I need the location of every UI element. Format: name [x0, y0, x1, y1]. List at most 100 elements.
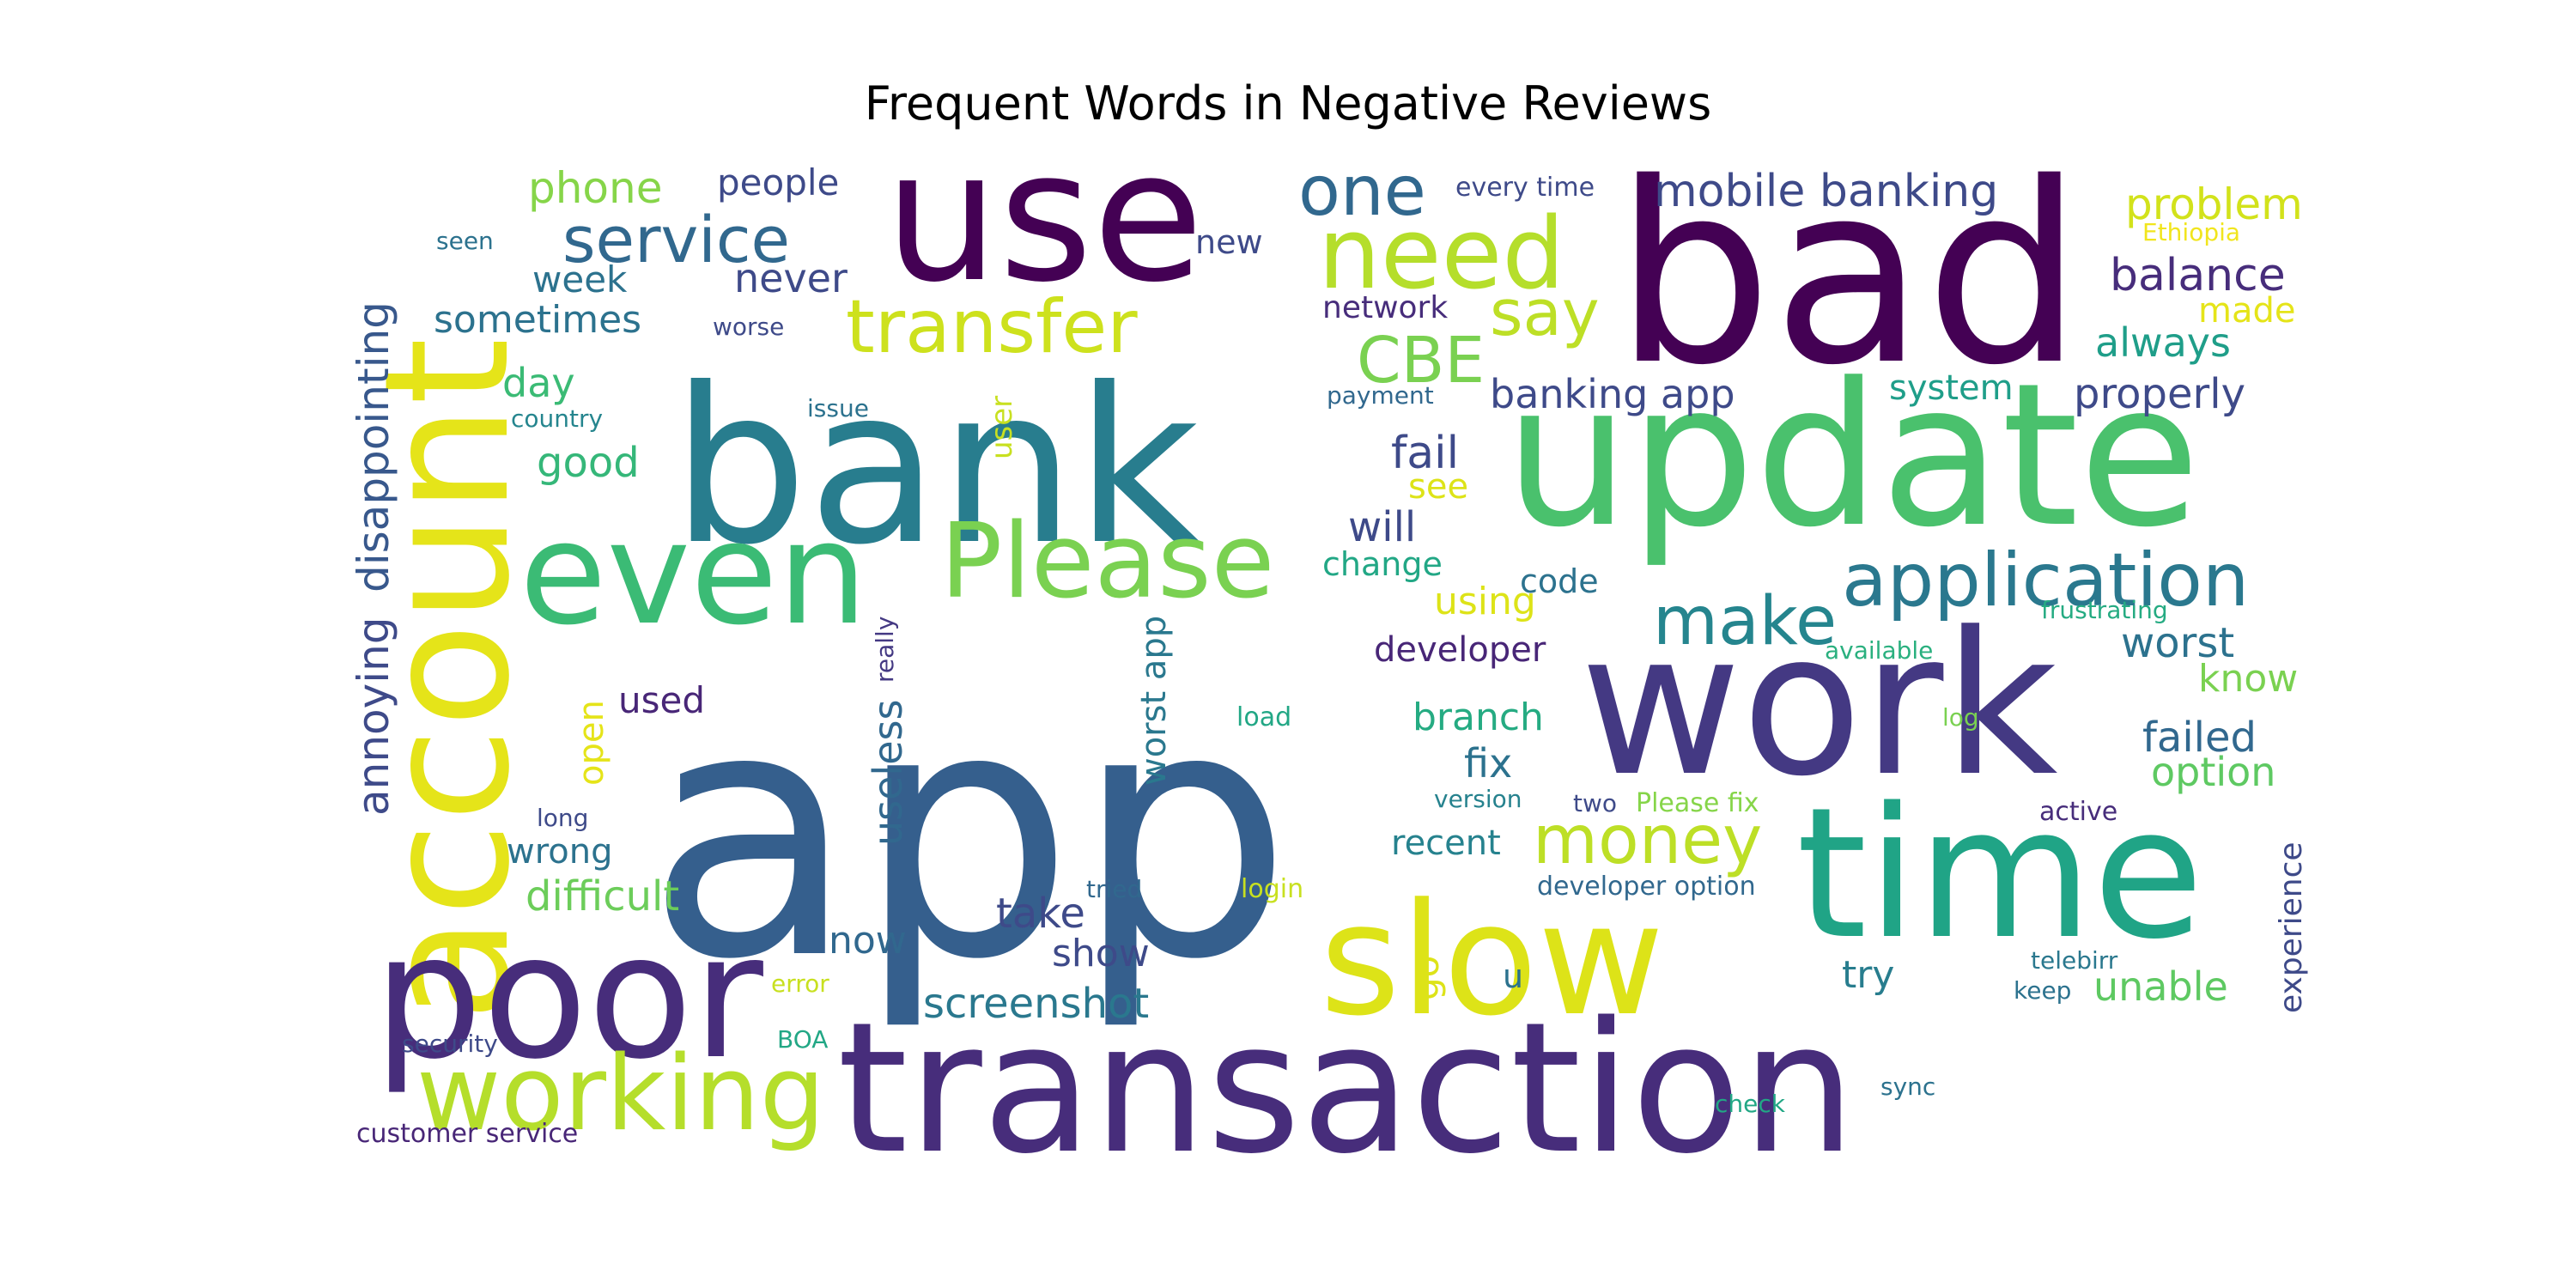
- word-take: take: [996, 890, 1085, 938]
- word-experience: experience: [2274, 841, 2309, 1013]
- word-wrong: wrong: [507, 832, 613, 872]
- word-user: user: [985, 396, 1019, 459]
- word-made: made: [2198, 291, 2295, 331]
- word-even: even: [519, 491, 867, 656]
- word-balance: balance: [2110, 250, 2286, 301]
- word-bank: bank: [671, 342, 1200, 592]
- word-one: one: [1298, 151, 1426, 231]
- word-keep: keep: [2014, 976, 2071, 1005]
- word-developer-option: developer option: [1537, 872, 1756, 902]
- word-change: change: [1322, 545, 1443, 583]
- word-please-fix: Please fix: [1636, 788, 1759, 818]
- word-banking-app: banking app: [1490, 371, 1735, 417]
- word-say: say: [1490, 276, 1600, 350]
- word-security: security: [402, 1030, 498, 1058]
- word-code: code: [1520, 562, 1599, 600]
- word-branch: branch: [1413, 696, 1544, 739]
- word-long: long: [537, 804, 588, 832]
- word-bad: bad: [1614, 131, 2083, 420]
- word-slow: slow: [1320, 871, 1664, 1050]
- word-application: application: [1842, 538, 2249, 623]
- word-transfer: transfer: [846, 284, 1138, 370]
- word-frustrating: frustrating: [2041, 596, 2168, 624]
- word-always: always: [2095, 319, 2231, 366]
- word-problem: problem: [2125, 179, 2303, 229]
- word-payment: payment: [1327, 381, 1434, 410]
- word-difficult: difficult: [526, 872, 679, 920]
- word-working: working: [416, 1035, 825, 1154]
- word-country: country: [511, 404, 603, 433]
- word-worst: worst: [2121, 619, 2234, 667]
- word-version: version: [1434, 785, 1522, 813]
- word-check: check: [1715, 1090, 1786, 1118]
- word-every-time: every time: [1455, 173, 1595, 203]
- word-go: go: [1405, 956, 1447, 1000]
- word-use: use: [884, 112, 1204, 322]
- word-available: available: [1825, 636, 1933, 665]
- word-customer-service: customer service: [356, 1119, 578, 1149]
- word-money: money: [1533, 802, 1762, 879]
- word-need: need: [1318, 197, 1564, 312]
- word-worse: worse: [713, 313, 784, 341]
- word-screenshot: screenshot: [923, 980, 1149, 1028]
- word-worst-app: worst app: [1134, 616, 1174, 786]
- word-two: two: [1573, 789, 1617, 817]
- word-good: good: [537, 439, 640, 487]
- word-see: see: [1408, 467, 1468, 507]
- word-really: really: [871, 617, 899, 683]
- word-fail: fail: [1391, 428, 1459, 479]
- word-sometimes: sometimes: [434, 298, 641, 342]
- word-active: active: [2039, 797, 2117, 827]
- word-failed: failed: [2142, 714, 2257, 762]
- word-ethiopia: Ethiopia: [2142, 218, 2240, 246]
- word-fix: fix: [1464, 740, 1512, 787]
- word-boa: BOA: [777, 1025, 828, 1054]
- word-transaction: transaction: [837, 983, 1856, 1194]
- word-phone: phone: [528, 163, 662, 213]
- word-properly: properly: [2074, 370, 2245, 418]
- word-app: app: [646, 635, 1292, 1035]
- word-week: week: [532, 258, 628, 301]
- word-option: option: [2151, 749, 2275, 795]
- word-telebirr: telebirr: [2031, 946, 2118, 975]
- word-account: account: [348, 337, 548, 1022]
- word-show: show: [1052, 932, 1150, 975]
- word-will: will: [1348, 503, 1416, 551]
- word-system: system: [1889, 368, 2014, 408]
- word-work: work: [1580, 591, 2058, 820]
- word-seen: seen: [436, 227, 494, 255]
- word-cbe: CBE: [1357, 324, 1485, 398]
- word-people: people: [717, 161, 839, 204]
- word-mobile-banking: mobile banking: [1654, 166, 1998, 217]
- word-load: load: [1236, 702, 1291, 732]
- word-poor: poor: [374, 897, 764, 1097]
- word-please: Please: [940, 502, 1274, 622]
- word-tried: tried: [1086, 875, 1142, 903]
- word-update: update: [1504, 342, 2200, 571]
- word-unable: unable: [2093, 963, 2228, 1010]
- word-service: service: [562, 204, 790, 277]
- word-try: try: [1842, 953, 1894, 997]
- word-disappointing: disappointing: [349, 301, 398, 592]
- word-error: error: [771, 969, 829, 998]
- word-now: now: [829, 919, 907, 963]
- word-developer: developer: [1374, 630, 1546, 670]
- word-make: make: [1653, 583, 1837, 660]
- chart-title: Frequent Words in Negative Reviews: [864, 76, 1712, 131]
- word-issue: issue: [807, 394, 869, 422]
- word-day: day: [502, 360, 575, 406]
- word-using: using: [1434, 580, 1536, 623]
- word-network: network: [1322, 290, 1448, 325]
- word-log: log: [1942, 703, 1979, 732]
- word-used: used: [618, 679, 705, 721]
- word-u: u: [1503, 957, 1523, 995]
- word-time: time: [1796, 769, 2203, 979]
- word-sync: sync: [1880, 1072, 1935, 1101]
- word-recent: recent: [1391, 823, 1501, 863]
- word-login: login: [1241, 874, 1303, 904]
- word-annoying: annoying: [349, 617, 398, 816]
- word-never: never: [734, 255, 848, 301]
- word-open: open: [572, 700, 611, 786]
- word-new: new: [1195, 223, 1263, 261]
